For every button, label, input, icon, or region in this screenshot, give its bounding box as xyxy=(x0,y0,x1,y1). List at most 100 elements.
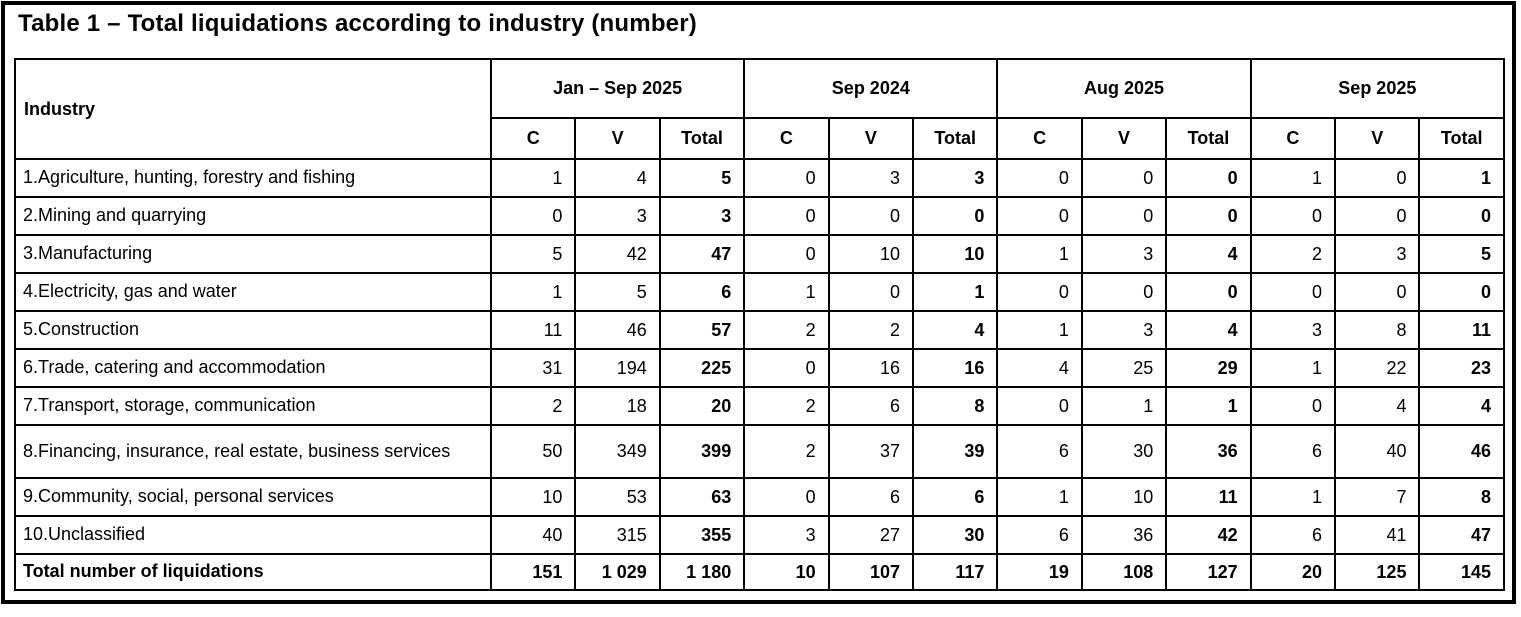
value-cell: 30 xyxy=(912,515,999,555)
value-cell: 30 xyxy=(1080,424,1168,479)
table-row: 9.Community, social, personal services 10… xyxy=(14,477,1505,517)
value-cell: 10 xyxy=(827,234,915,274)
value-cell: 40 xyxy=(1334,424,1421,479)
value-cell: 1 xyxy=(1080,386,1168,426)
total-value-cell: 151 xyxy=(489,553,577,591)
value-cell: 3 xyxy=(1334,234,1421,274)
subheader-total: Total xyxy=(1418,117,1505,160)
value-cell: 0 xyxy=(489,196,577,236)
value-cell: 16 xyxy=(912,348,999,388)
total-value-cell: 1 029 xyxy=(574,553,661,591)
value-cell: 4 xyxy=(1165,310,1252,350)
value-cell: 6 xyxy=(996,515,1083,555)
value-cell: 42 xyxy=(1165,515,1252,555)
value-cell: 11 xyxy=(489,310,577,350)
value-cell: 46 xyxy=(574,310,661,350)
value-cell: 3 xyxy=(1249,310,1337,350)
value-cell: 4 xyxy=(1165,234,1252,274)
value-cell: 6 xyxy=(827,477,915,517)
value-cell: 6 xyxy=(1249,424,1337,479)
value-cell: 57 xyxy=(658,310,746,350)
value-cell: 8 xyxy=(912,386,999,426)
table-body: 1.Agriculture, hunting, forestry and fis… xyxy=(14,158,1505,591)
value-cell: 11 xyxy=(1165,477,1252,517)
value-cell: 47 xyxy=(658,234,746,274)
value-cell: 349 xyxy=(574,424,661,479)
value-cell: 4 xyxy=(996,348,1083,388)
value-cell: 0 xyxy=(827,272,915,312)
value-cell: 11 xyxy=(1418,310,1505,350)
value-cell: 10 xyxy=(912,234,999,274)
subheader-total: Total xyxy=(1165,117,1252,160)
industry-cell: 8.Financing, insurance, real estate, bus… xyxy=(14,424,492,479)
value-cell: 1 xyxy=(996,310,1083,350)
table-header: Industry Jan – Sep 2025 Sep 2024 Aug 202… xyxy=(14,58,1506,160)
value-cell: 0 xyxy=(743,348,830,388)
table-row: 3.Manufacturing 5 42 47 0 10 10 1 3 4 2 3 5 xyxy=(14,234,1505,274)
table-row: 7.Transport, storage, communication 2 18 20… xyxy=(14,386,1505,426)
value-cell: 50 xyxy=(489,424,577,479)
value-cell: 47 xyxy=(1418,515,1505,555)
value-cell: 2 xyxy=(743,310,830,350)
subheader-c: C xyxy=(489,117,577,160)
value-cell: 53 xyxy=(574,477,661,517)
value-cell: 0 xyxy=(996,386,1083,426)
subheader-total: Total xyxy=(658,117,746,160)
value-cell: 3 xyxy=(912,158,999,198)
value-cell: 3 xyxy=(743,515,830,555)
value-cell: 0 xyxy=(743,196,830,236)
value-cell: 1 xyxy=(1165,386,1252,426)
value-cell: 0 xyxy=(1080,158,1168,198)
value-cell: 0 xyxy=(996,272,1083,312)
subheader-v: V xyxy=(574,117,661,160)
industry-cell: 1.Agriculture, hunting, forestry and fis… xyxy=(14,158,492,198)
industry-cell: 4.Electricity, gas and water xyxy=(14,272,492,312)
table-row: 1.Agriculture, hunting, forestry and fis… xyxy=(14,158,1505,198)
total-value-cell: 125 xyxy=(1334,553,1421,591)
value-cell: 0 xyxy=(1165,158,1252,198)
value-cell: 6 xyxy=(827,386,915,426)
value-cell: 6 xyxy=(996,424,1083,479)
value-cell: 0 xyxy=(1165,196,1252,236)
value-cell: 0 xyxy=(743,477,830,517)
value-cell: 6 xyxy=(1249,515,1337,555)
value-cell: 1 xyxy=(996,477,1083,517)
value-cell: 1 xyxy=(489,272,577,312)
value-cell: 0 xyxy=(1249,272,1337,312)
value-cell: 25 xyxy=(1080,348,1168,388)
total-value-cell: 1 180 xyxy=(658,553,746,591)
subheader-c: C xyxy=(1249,117,1337,160)
value-cell: 1 xyxy=(489,158,577,198)
value-cell: 0 xyxy=(996,158,1083,198)
value-cell: 36 xyxy=(1165,424,1252,479)
value-cell: 5 xyxy=(489,234,577,274)
value-cell: 3 xyxy=(574,196,661,236)
value-cell: 2 xyxy=(827,310,915,350)
value-cell: 0 xyxy=(912,196,999,236)
total-row-label: Total number of liquidations xyxy=(14,553,492,591)
table-row: 2.Mining and quarrying 0 3 3 0 0 0 0 0 0 0 0 0 xyxy=(14,196,1505,236)
value-cell: 3 xyxy=(1080,310,1168,350)
value-cell: 3 xyxy=(1080,234,1168,274)
value-cell: 7 xyxy=(1334,477,1421,517)
value-cell: 194 xyxy=(574,348,661,388)
value-cell: 0 xyxy=(743,234,830,274)
total-value-cell: 145 xyxy=(1418,553,1505,591)
value-cell: 0 xyxy=(1165,272,1252,312)
period-header-row: Industry Jan – Sep 2025 Sep 2024 Aug 202… xyxy=(14,58,1506,160)
value-cell: 18 xyxy=(574,386,661,426)
value-cell: 37 xyxy=(827,424,915,479)
value-cell: 0 xyxy=(1334,272,1421,312)
value-cell: 0 xyxy=(1080,272,1168,312)
industry-cell: 2.Mining and quarrying xyxy=(14,196,492,236)
value-cell: 0 xyxy=(1334,196,1421,236)
value-cell: 10 xyxy=(1080,477,1168,517)
value-cell: 2 xyxy=(743,386,830,426)
subheader-v: V xyxy=(1080,117,1168,160)
value-cell: 2 xyxy=(489,386,577,426)
value-cell: 22 xyxy=(1334,348,1421,388)
value-cell: 2 xyxy=(743,424,830,479)
subheader-v: V xyxy=(827,117,915,160)
value-cell: 3 xyxy=(658,196,746,236)
